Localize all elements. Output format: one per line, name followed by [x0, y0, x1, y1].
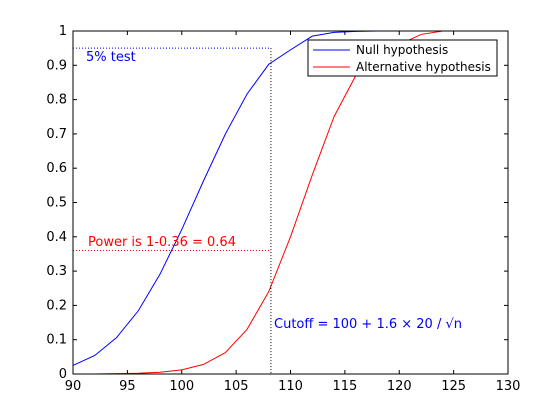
legend-box [307, 39, 498, 77]
axes: 90 95 100 105 110 115 120 125 130 0 0.1 0.2 0.3 0.4 0.… [46, 24, 520, 394]
legend-label-alternative: Alternative hypothesis [356, 60, 491, 74]
annotations: 5% test Power is 1-0.36 = 0.64 Cutoff = … [86, 50, 462, 332]
x-tick-label: 100 [169, 379, 194, 394]
x-tick-label: 90 [65, 379, 82, 394]
legend-label-null: Null hypothesis [356, 43, 448, 57]
y-tick-label: 0.3 [46, 264, 67, 279]
annotation-power: Power is 1-0.36 = 0.64 [88, 235, 236, 250]
y-tick-label: 0.5 [46, 196, 67, 211]
y-tick-label: 0.4 [46, 230, 67, 245]
annotation-5-percent-test: 5% test [86, 50, 136, 65]
y-tick-label: 0.1 [46, 333, 67, 348]
y-tick-label: 0.7 [46, 127, 67, 142]
legend: Null hypothesis Alternative hypothesis [307, 39, 498, 77]
annotation-cutoff: Cutoff = 100 + 1.6 × 20 / √n [274, 317, 462, 332]
x-tick-label: 120 [387, 379, 412, 394]
series-line-alternative [73, 30, 508, 375]
y-tick-label: 0.2 [46, 298, 67, 313]
y-tick-label: 0.9 [46, 58, 67, 73]
x-tick-label: 110 [278, 379, 303, 394]
x-tick-label: 125 [441, 379, 466, 394]
x-tick-label: 115 [332, 379, 357, 394]
x-tick-label: 95 [119, 379, 136, 394]
y-tick-label: 0.6 [46, 161, 67, 176]
x-tick-label: 105 [224, 379, 249, 394]
x-tick-label: 130 [496, 379, 521, 394]
series-line-null [72, 30, 508, 366]
y-tick-label: 0.8 [46, 93, 67, 108]
y-tick-label: 1 [59, 24, 67, 39]
y-tick-label: 0 [59, 367, 67, 382]
